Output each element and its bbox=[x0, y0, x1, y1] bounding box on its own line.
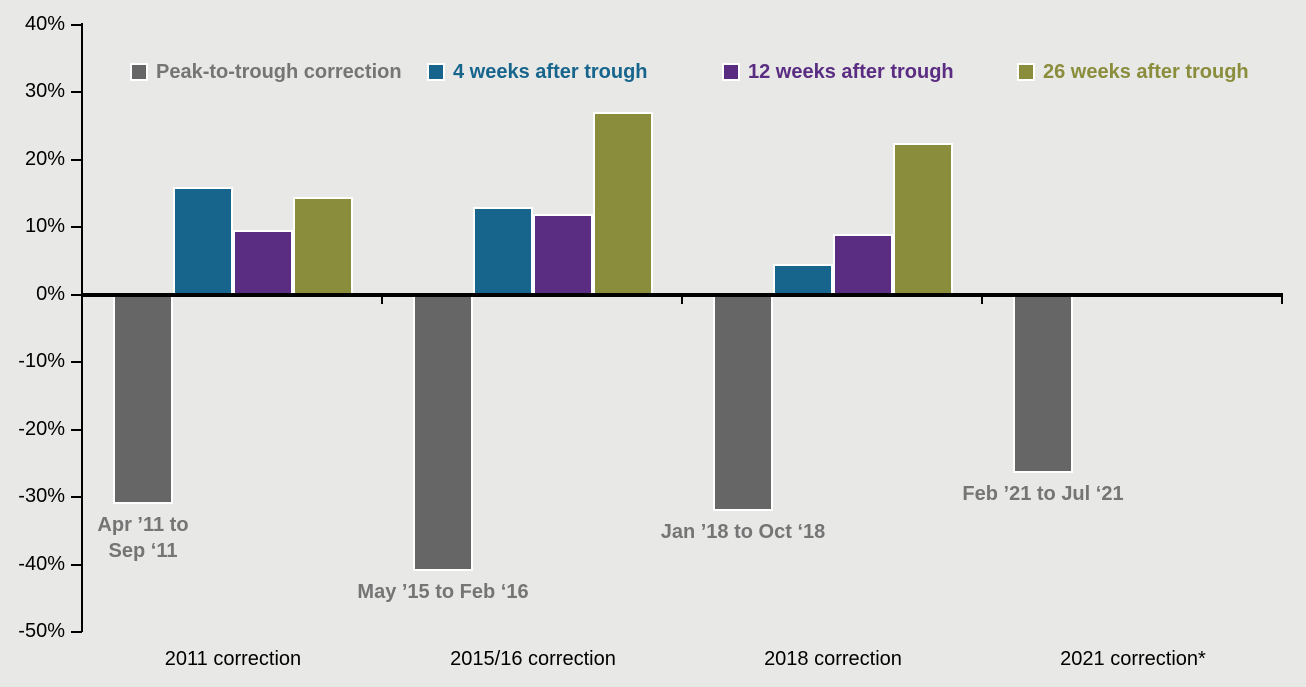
period-label-line: Sep ‘11 bbox=[108, 539, 178, 562]
x-axis-category-label: 2021 correction* bbox=[1060, 648, 1206, 670]
legend-swatch-gray-icon bbox=[130, 63, 148, 81]
y-axis-tick-label: -30% bbox=[18, 485, 65, 507]
legend-item-12-weeks-after-trough: 12 weeks after trough bbox=[722, 60, 954, 83]
legend-swatch-olive-icon bbox=[1017, 63, 1035, 81]
legend-label-peak-to-trough-correction: Peak-to-trough correction bbox=[156, 60, 402, 83]
legend-label-26-weeks-after-trough: 26 weeks after trough bbox=[1043, 60, 1249, 83]
period-label-line: Apr ’11 to bbox=[97, 513, 189, 536]
y-axis-tick bbox=[71, 496, 82, 498]
period-label: Feb ’21 to Jul ‘21 bbox=[933, 481, 1153, 507]
y-axis-tick bbox=[71, 563, 82, 566]
y-axis-tick-label: 0% bbox=[36, 282, 65, 305]
period-label: Jan ’18 to Oct ‘18 bbox=[633, 519, 853, 545]
legend-item-4-weeks-after-trough: 4 weeks after trough bbox=[427, 60, 648, 83]
x-axis-tick bbox=[981, 294, 983, 304]
y-axis-tick bbox=[71, 428, 82, 431]
x-axis-category-label: 2018 correction bbox=[764, 648, 902, 670]
legend-swatch-blue-icon bbox=[427, 63, 445, 81]
y-axis-tick-label: -20% bbox=[18, 417, 65, 440]
legend-label-12-weeks-after-trough: 12 weeks after trough bbox=[748, 60, 954, 83]
legend-label-4-weeks-after-trough: 4 weeks after trough bbox=[453, 60, 648, 83]
bar-series2-category2 bbox=[473, 206, 533, 297]
period-label-line: Jan ’18 to Oct ‘18 bbox=[660, 520, 826, 543]
y-axis-tick bbox=[71, 158, 82, 161]
bar-series1-category4 bbox=[1013, 292, 1073, 474]
y-axis-tick-label: 10% bbox=[24, 215, 65, 237]
y-axis-tick bbox=[71, 361, 82, 363]
y-axis-tick-label: -40% bbox=[18, 552, 65, 575]
y-axis-tick bbox=[71, 631, 82, 633]
y-axis-tick-label: 20% bbox=[24, 147, 65, 170]
period-label: Apr ’11 to Sep ‘11 bbox=[33, 512, 253, 564]
x-axis-tick bbox=[1281, 294, 1283, 304]
y-axis-tick bbox=[71, 23, 82, 26]
x-axis-tick bbox=[681, 294, 683, 304]
bar-series1-category1 bbox=[113, 292, 173, 504]
bar-series2-category1 bbox=[173, 186, 233, 297]
legend-swatch-purple-icon bbox=[722, 63, 740, 81]
y-axis-tick-label: 40% bbox=[24, 12, 65, 35]
x-axis-category-label: 2015/16 correction bbox=[450, 648, 616, 670]
period-label: May ’15 to Feb ‘16 bbox=[333, 579, 553, 605]
bar-series4-category3 bbox=[893, 142, 953, 297]
bar-series4-category1 bbox=[293, 196, 353, 297]
y-axis-tick bbox=[71, 226, 82, 228]
bar-series1-category3 bbox=[713, 292, 773, 511]
x-axis-category-label: 2011 correction bbox=[164, 648, 302, 670]
y-axis-tick-label: -10% bbox=[18, 350, 65, 372]
y-axis-line bbox=[81, 23, 83, 632]
legend-item-26-weeks-after-trough: 26 weeks after trough bbox=[1017, 60, 1249, 83]
bar-series3-category1 bbox=[233, 230, 293, 297]
period-label-line: May ’15 to Feb ‘16 bbox=[357, 581, 529, 604]
bar-series1-category2 bbox=[413, 292, 473, 572]
x-axis-tick bbox=[381, 294, 383, 304]
bar-series3-category2 bbox=[533, 213, 593, 297]
legend: Peak-to-trough correction 4 weeks after … bbox=[0, 0, 1306, 100]
y-axis-tick bbox=[71, 91, 82, 93]
y-axis-tick bbox=[71, 293, 82, 296]
bar-series3-category3 bbox=[833, 233, 893, 297]
legend-item-peak-to-trough-correction: Peak-to-trough correction bbox=[130, 60, 402, 83]
period-label-line: Feb ’21 to Jul ‘21 bbox=[962, 483, 1124, 506]
y-axis-tick-label: -50% bbox=[18, 620, 65, 642]
bar-series4-category2 bbox=[593, 112, 653, 297]
y-axis-tick-label: 30% bbox=[24, 80, 65, 102]
